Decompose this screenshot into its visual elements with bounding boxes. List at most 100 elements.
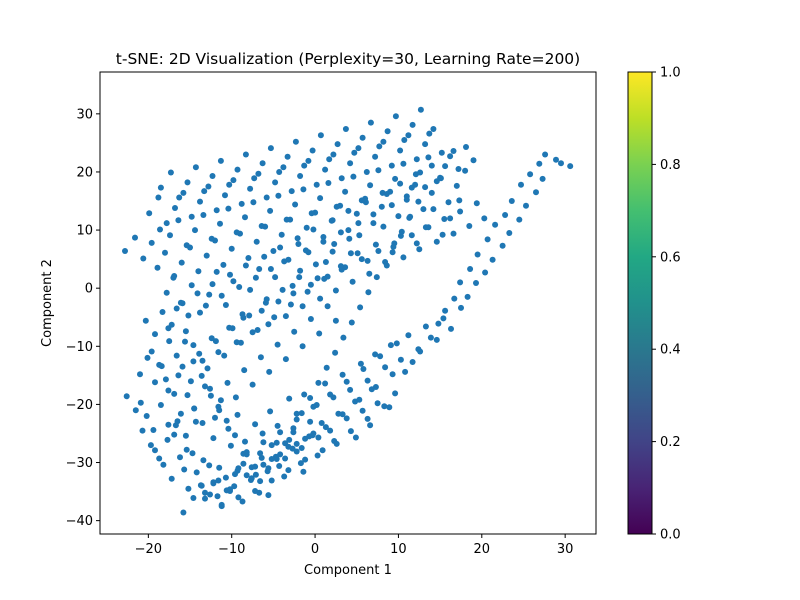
data-point (190, 358, 197, 365)
data-point (132, 407, 139, 414)
data-point (408, 184, 415, 191)
data-point (298, 445, 305, 451)
data-point (380, 223, 387, 230)
data-point (321, 275, 328, 282)
data-point (367, 119, 374, 126)
data-point (249, 381, 256, 388)
data-point (152, 447, 158, 454)
data-point (426, 130, 433, 137)
x-tick-label: 0 (311, 542, 319, 557)
data-point (152, 331, 158, 338)
data-point (220, 261, 227, 268)
data-point (317, 195, 324, 202)
data-point (337, 229, 344, 236)
data-point (201, 188, 208, 195)
data-point (302, 456, 309, 463)
data-point (272, 179, 279, 186)
data-point (243, 472, 250, 479)
data-point (386, 404, 393, 411)
data-point (450, 148, 457, 154)
data-point (310, 403, 317, 410)
data-point (217, 220, 223, 227)
data-point (123, 393, 130, 400)
data-point (268, 477, 275, 484)
data-point (508, 198, 515, 204)
data-point (260, 439, 267, 446)
data-point (377, 353, 384, 360)
data-point (170, 274, 177, 281)
data-point (299, 343, 306, 350)
data-point (273, 439, 280, 446)
data-point (447, 153, 454, 160)
data-point (294, 235, 301, 242)
data-point (392, 113, 399, 120)
data-point (267, 145, 274, 152)
chart-title: t-SNE: 2D Visualization (Perplexity=30, … (116, 50, 580, 68)
data-point (184, 179, 191, 186)
data-point (370, 220, 377, 227)
data-point (372, 153, 379, 160)
data-point (297, 267, 304, 274)
data-point (166, 338, 173, 345)
colorbar-ticks: 0.0 0.2 0.4 0.6 0.8 1.0 (652, 66, 681, 543)
colorbar-tick-label: 1.0 (660, 66, 681, 81)
data-point (282, 455, 289, 462)
data-point (375, 248, 382, 254)
data-point (330, 151, 337, 158)
data-point (400, 160, 407, 167)
data-point (242, 262, 249, 269)
data-point (322, 166, 329, 173)
y-tick-label: −30 (66, 456, 93, 471)
data-point (390, 243, 397, 250)
data-point (536, 160, 543, 167)
data-point (271, 314, 278, 321)
data-point (190, 342, 197, 349)
data-point (447, 215, 454, 222)
data-point (337, 263, 344, 270)
data-point (381, 403, 388, 410)
data-point (309, 147, 316, 154)
data-point (160, 461, 167, 468)
data-point (322, 380, 329, 387)
data-point (455, 166, 462, 172)
y-tick-label: 30 (76, 107, 93, 122)
data-point (533, 189, 539, 196)
data-point (236, 284, 243, 290)
data-point (315, 434, 322, 441)
data-point (222, 474, 229, 481)
data-point (415, 198, 422, 205)
data-point (457, 208, 464, 215)
data-point (199, 357, 206, 364)
data-point (482, 269, 489, 276)
data-point (420, 206, 427, 213)
data-point (319, 447, 326, 454)
data-point (275, 298, 282, 305)
data-point (132, 234, 138, 241)
data-point (266, 368, 273, 375)
data-point (227, 442, 234, 449)
data-point (290, 290, 297, 297)
plot-frame (99, 71, 597, 535)
data-point (347, 160, 354, 167)
data-point (239, 311, 246, 318)
data-point (388, 162, 395, 169)
data-point (363, 169, 370, 175)
data-point (397, 180, 404, 187)
data-point (291, 328, 298, 335)
data-point (389, 249, 396, 256)
data-point (240, 460, 247, 467)
data-point (156, 455, 163, 462)
data-point (190, 495, 197, 501)
data-point (233, 229, 240, 236)
data-point (539, 175, 546, 182)
x-tick-label: 10 (390, 542, 407, 557)
data-point (402, 368, 409, 375)
data-point (178, 259, 185, 266)
data-point (279, 286, 286, 293)
data-point (413, 156, 420, 163)
data-point (154, 264, 161, 271)
data-point (354, 250, 361, 257)
data-point (188, 213, 195, 220)
data-point (484, 236, 491, 243)
data-point (180, 509, 187, 516)
